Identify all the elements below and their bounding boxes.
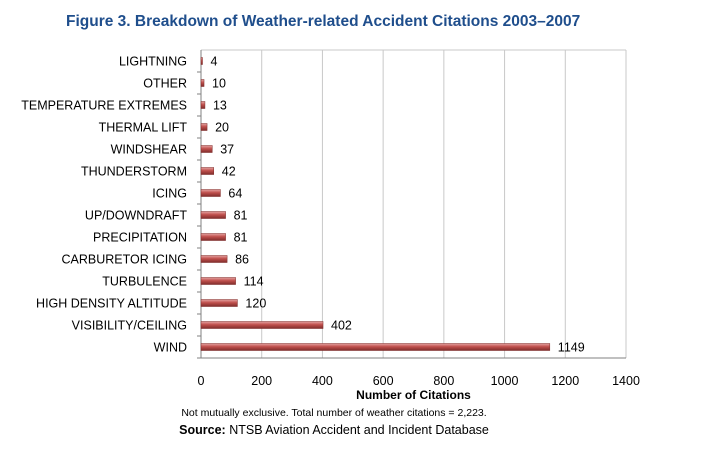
x-tick-label-400: 400 bbox=[312, 374, 333, 388]
bar-high-density-altitude bbox=[200, 299, 238, 307]
value-label: 42 bbox=[222, 165, 236, 179]
footnote-text: Not mutually exclusive. Total number of … bbox=[181, 407, 487, 419]
category-label: WIND bbox=[154, 341, 187, 355]
category-label: THUNDERSTORM bbox=[81, 165, 187, 179]
bar-icing bbox=[200, 189, 221, 197]
source-line: Source: NTSB Aviation Accident and Incid… bbox=[0, 423, 704, 437]
x-tick-label-0: 0 bbox=[198, 374, 205, 388]
value-label: 10 bbox=[212, 77, 226, 91]
bar-up-downdraft bbox=[200, 211, 226, 219]
category-label: HIGH DENSITY ALTITUDE bbox=[36, 297, 187, 311]
value-label: 81 bbox=[234, 209, 248, 223]
category-label: PRECIPITATION bbox=[93, 231, 187, 245]
category-label: TURBULENCE bbox=[102, 275, 187, 289]
bar-visibility-ceiling bbox=[200, 321, 324, 329]
category-label: THERMAL LIFT bbox=[99, 121, 188, 135]
value-label: 120 bbox=[245, 297, 266, 311]
bar-other bbox=[200, 79, 205, 87]
value-label: 81 bbox=[234, 231, 248, 245]
bar-turbulence bbox=[200, 277, 236, 285]
value-label: 86 bbox=[235, 253, 249, 267]
bar-temperature-extremes bbox=[200, 101, 206, 109]
source-label: Source: bbox=[179, 423, 226, 437]
value-label: 402 bbox=[331, 319, 352, 333]
value-label: 114 bbox=[244, 275, 264, 289]
x-tick-label-200: 200 bbox=[251, 374, 272, 388]
footnote: Not mutually exclusive. Total number of … bbox=[0, 407, 704, 419]
x-tick-label-600: 600 bbox=[373, 374, 394, 388]
value-label: 1149 bbox=[558, 341, 585, 355]
x-axis-title: Number of Citations bbox=[356, 388, 471, 402]
category-label: LIGHTNING bbox=[119, 55, 187, 69]
labels: 0 200 400 600 800 1000 1200 1400 Number of Citat… bbox=[21, 55, 640, 403]
value-label: 13 bbox=[213, 99, 227, 113]
bar-thermal-lift bbox=[200, 123, 208, 131]
x-tick-label-1400: 1400 bbox=[612, 374, 640, 388]
source-text: NTSB Aviation Accident and Incident Data… bbox=[229, 423, 489, 437]
category-label: VISIBILITY/CEILING bbox=[72, 319, 187, 333]
category-label: CARBURETOR ICING bbox=[62, 253, 187, 267]
x-tick-label-1200: 1200 bbox=[551, 374, 579, 388]
bar-thunderstorm bbox=[200, 167, 214, 175]
value-label: 37 bbox=[220, 143, 234, 157]
category-label: TEMPERATURE EXTREMES bbox=[21, 99, 187, 113]
gridlines bbox=[201, 49, 627, 358]
bar-precipitation bbox=[200, 233, 226, 241]
bar-lightning bbox=[200, 57, 203, 65]
bars bbox=[200, 57, 551, 351]
value-label: 4 bbox=[211, 55, 218, 69]
x-tick-label-800: 800 bbox=[433, 374, 454, 388]
category-label: UP/DOWNDRAFT bbox=[85, 209, 187, 223]
category-label: WINDSHEAR bbox=[111, 143, 187, 157]
category-label: ICING bbox=[152, 187, 187, 201]
category-label: OTHER bbox=[143, 77, 187, 91]
value-label: 64 bbox=[228, 187, 242, 201]
chart-title: Figure 3. Breakdown of Weather-related A… bbox=[66, 13, 581, 30]
bar-carburetor-icing bbox=[200, 255, 228, 263]
x-tick-label-1000: 1000 bbox=[491, 374, 519, 388]
bar-windshear bbox=[200, 145, 213, 153]
bar-wind bbox=[200, 343, 551, 351]
value-label: 20 bbox=[215, 121, 229, 135]
